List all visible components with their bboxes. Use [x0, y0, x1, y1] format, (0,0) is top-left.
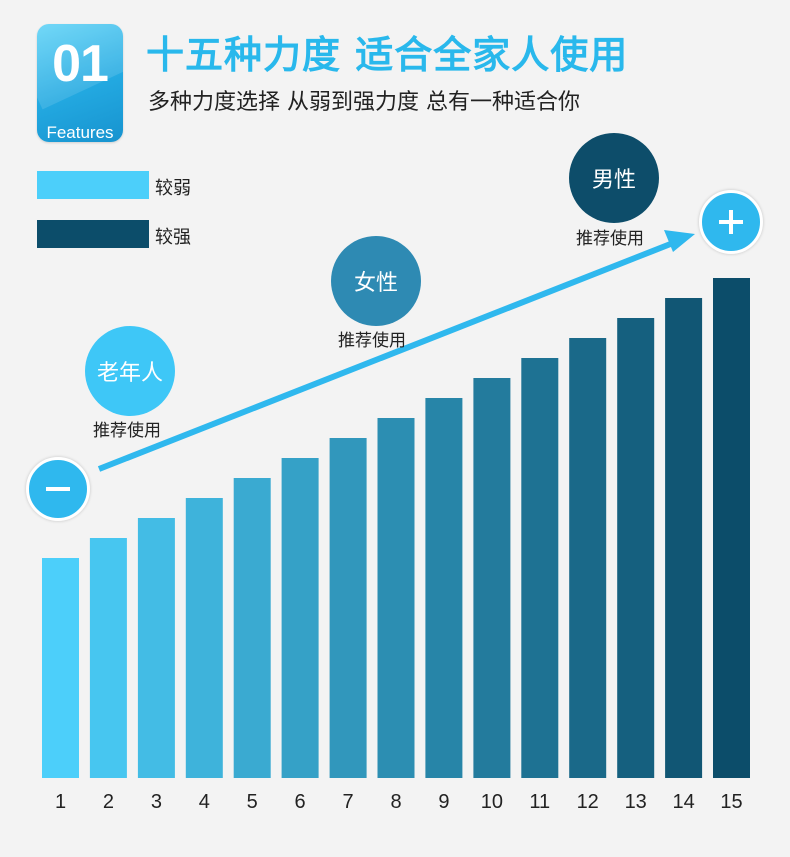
x-tick-label: 14 [672, 791, 694, 813]
x-tick-label: 1 [55, 791, 66, 813]
bar-13 [617, 318, 655, 778]
bar-4 [185, 498, 223, 778]
x-tick-label: 3 [151, 791, 162, 813]
minus-icon [26, 457, 90, 521]
trend-arrow-line [97, 240, 675, 472]
male-label: 男性 [591, 168, 636, 193]
x-tick-label: 13 [625, 791, 647, 813]
badge-number: 01 [52, 35, 109, 93]
elderly-label: 老年人 [96, 361, 163, 386]
x-tick-label: 8 [390, 791, 401, 813]
bar-5 [233, 478, 271, 778]
x-tick-label: 12 [577, 791, 599, 813]
x-tick-label: 5 [247, 791, 258, 813]
plus-icon [699, 190, 763, 254]
female-marker: 女性 [331, 236, 421, 326]
legend-label-weak: 较弱 [155, 178, 191, 199]
bar-9 [425, 398, 463, 778]
male-caption: 推荐使用 [576, 229, 644, 249]
x-tick-label: 6 [295, 791, 306, 813]
trend-arrow-head [664, 230, 695, 252]
page-title: 十五种力度 适合全家人使用 [146, 33, 629, 77]
badge-label: Features [46, 123, 114, 142]
legend-swatch-strong [37, 220, 149, 248]
bar-6 [281, 458, 319, 778]
x-tick-label: 15 [720, 791, 742, 813]
bar-2 [89, 538, 127, 778]
x-tick-label: 9 [438, 791, 449, 813]
female-label: 女性 [353, 271, 398, 296]
features-badge: 01 Features [37, 24, 123, 142]
male-marker: 男性 [569, 133, 659, 223]
bar-8 [377, 418, 415, 778]
x-tick-label: 2 [103, 791, 114, 813]
bar-3 [137, 518, 175, 778]
x-tick-label: 4 [199, 791, 210, 813]
bar-1 [42, 558, 79, 778]
legend-label-strong: 较强 [155, 227, 191, 248]
x-tick-label: 7 [343, 791, 354, 813]
bar-15 [713, 278, 750, 778]
x-tick-label: 11 [529, 791, 550, 813]
bar-12 [569, 338, 607, 778]
female-caption: 推荐使用 [338, 331, 406, 351]
x-tick-label: 10 [481, 791, 503, 813]
bar-7 [329, 438, 367, 778]
bar-11 [521, 358, 559, 778]
bar-10 [473, 378, 511, 778]
elderly-caption: 推荐使用 [93, 421, 161, 441]
bar-14 [665, 298, 703, 778]
page-subtitle: 多种力度选择 从弱到强力度 总有一种适合你 [148, 90, 580, 115]
legend-swatch-weak [37, 171, 149, 199]
elderly-marker: 老年人 [85, 326, 175, 416]
